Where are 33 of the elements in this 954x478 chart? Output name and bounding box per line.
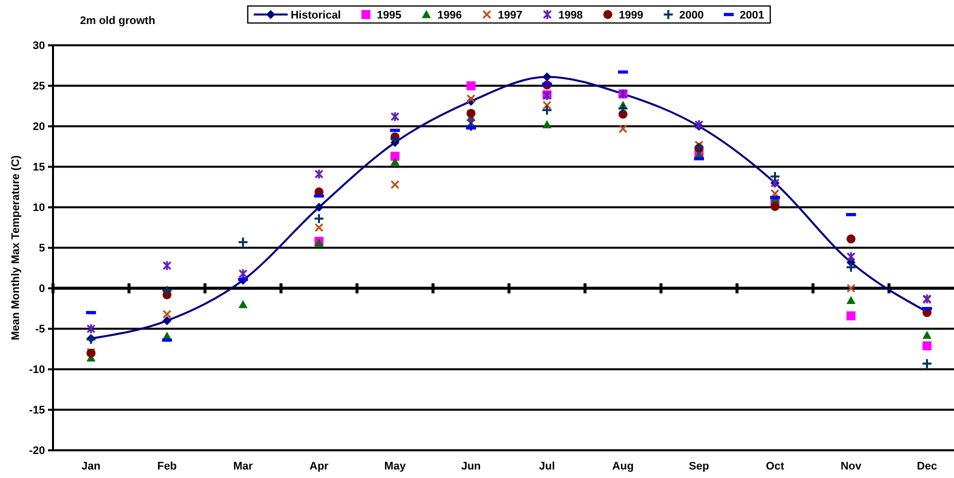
y-tick-label: -10: [29, 364, 45, 376]
x-tick-label: Mar: [233, 460, 254, 472]
y-tick-label: -5: [35, 323, 45, 336]
x-tick-label: Jul: [539, 460, 555, 472]
y-axis-title: Mean Monthly Max Temperature (C): [10, 154, 22, 340]
legend-label: 2001: [740, 10, 764, 22]
y-tick-label: 30: [32, 40, 45, 52]
x-tick-label: Feb: [157, 460, 178, 472]
x-tick-label: Jan: [82, 460, 101, 472]
x-tick-label: Jun: [461, 460, 482, 472]
x-tick-label: Sep: [688, 460, 710, 472]
x-tick-label: Oct: [766, 460, 784, 472]
legend-label: 1996: [437, 10, 462, 22]
legend-label: 1995: [376, 10, 402, 22]
legend-label: Historical: [290, 10, 341, 22]
x-tick-label: Aug: [612, 460, 634, 472]
y-tick-label: 20: [32, 120, 45, 133]
y-tick-label: 10: [32, 202, 45, 214]
y-tick-label: 15: [32, 161, 45, 174]
x-tick-label: Apr: [310, 460, 330, 472]
y-tick-label: -20: [29, 444, 45, 457]
legend-label: 1998: [558, 10, 583, 22]
chart-title: 2m old growth: [80, 15, 156, 27]
x-tick-label: Dec: [916, 460, 938, 472]
legend-label: 1997: [498, 10, 522, 22]
x-tick-label: May: [384, 460, 407, 472]
x-tick-label: Nov: [840, 460, 862, 472]
legend-label: 2000: [679, 10, 704, 22]
y-tick-label: 0: [38, 282, 45, 295]
y-tick-label: -15: [29, 404, 45, 416]
legend-label: 1999: [618, 10, 644, 22]
y-tick-label: 25: [32, 80, 45, 92]
y-tick-label: 5: [38, 242, 45, 254]
